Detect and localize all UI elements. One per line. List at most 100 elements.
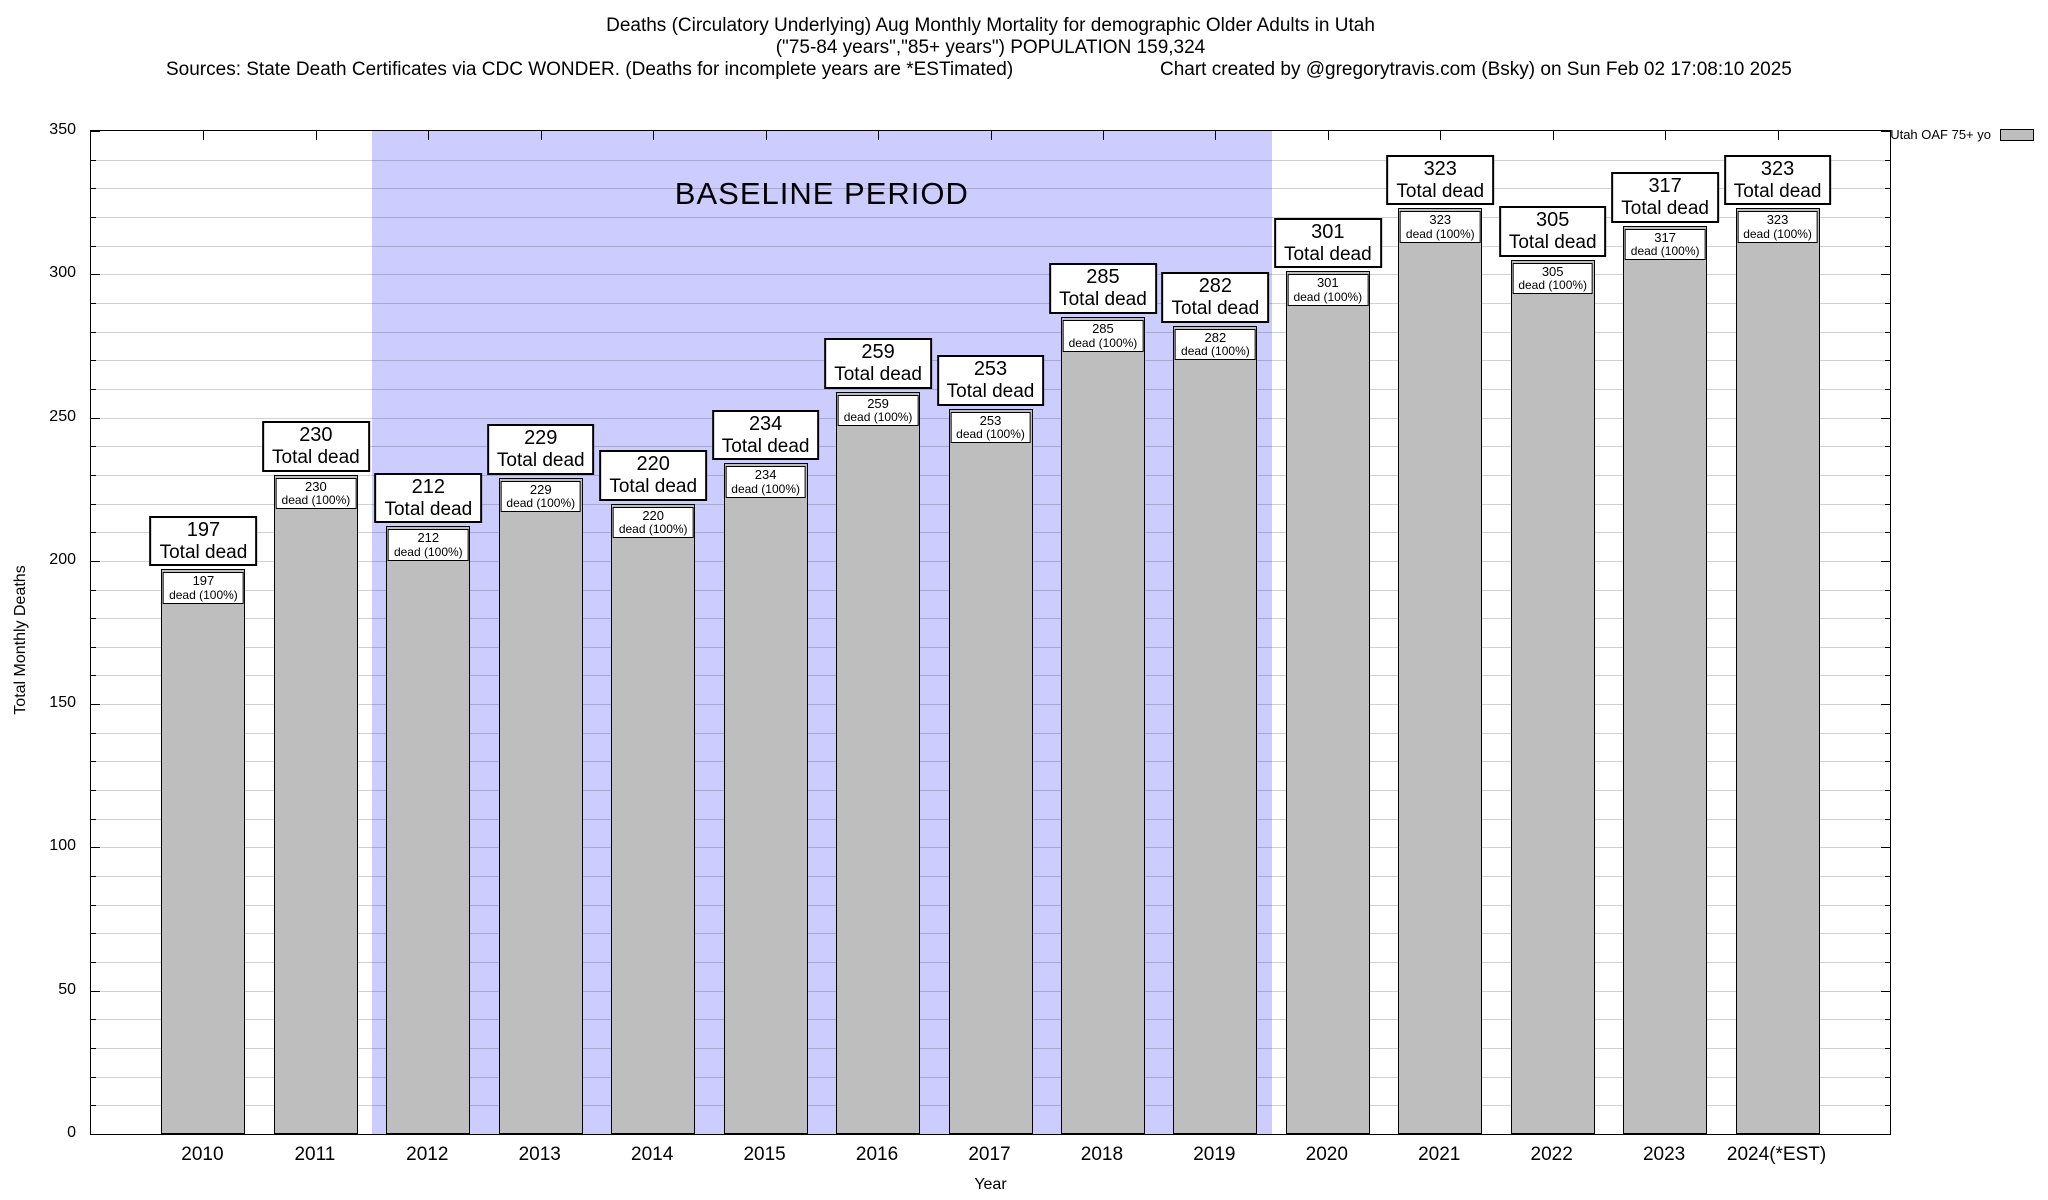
bar-sublabel-suffix: dead (100%) [169,587,238,602]
y-tick-label: 250 [49,407,76,425]
x-tick [1327,131,1329,140]
bar-sublabel-value: 212 [417,530,440,546]
bar-sublabel-suffix: dead (100%) [731,481,800,496]
bar-label-2022: 305 Total dead [1498,206,1607,257]
bar-sublabel-2016: 259 dead (100%) [837,394,919,427]
y-minor-tick [91,1076,96,1078]
x-tick-label-2011: 2011 [294,1144,336,1165]
gridline [91,274,1890,276]
y-minor-tick [91,618,96,620]
bar-sublabel-suffix: dead (100%) [1405,226,1475,241]
y-minor-tick [1885,732,1890,734]
x-tick [1777,131,1779,140]
bar-sublabel-2020: 301 dead (100%) [1287,274,1369,306]
legend: Utah OAF 75+ yo [1890,127,2034,142]
x-tick [765,131,767,140]
bar-sublabel-value: 197 [192,573,215,589]
y-tick [91,274,100,276]
bar-sublabel-2019: 282 dead (100%) [1175,328,1256,361]
x-tick-label-2015: 2015 [743,1144,786,1165]
bar-2013 [498,477,583,1134]
x-tick [203,131,205,140]
y-tick-label: 350 [49,121,76,138]
bar-sublabel-suffix: dead (100%) [281,493,351,508]
x-tick [653,131,655,140]
bar-label-suffix: Total dead [1283,243,1372,265]
y-minor-tick [91,360,96,362]
y-minor-tick [91,1105,96,1107]
x-tick [1440,131,1442,140]
bar-sublabel-value: 305 [1541,263,1564,279]
bar-sublabel-2022: 305 dead (100%) [1512,262,1594,295]
bar-sublabel-2015: 234 dead (100%) [725,466,806,498]
bar-label-2012: 212 Total dead [374,472,483,524]
bar-2011 [273,474,358,1134]
bar-2022 [1510,259,1595,1134]
bar-2015 [723,463,808,1134]
y-minor-tick [91,646,96,648]
x-tick [1215,131,1217,140]
y-minor-tick [1885,1048,1890,1050]
bar-2024(*EST) [1735,208,1820,1134]
y-tick [91,990,100,992]
x-tick [540,131,542,140]
x-tick-label-2010: 2010 [181,1144,224,1165]
y-minor-tick [91,962,96,964]
x-tick-label-2019: 2019 [1193,1144,1236,1165]
bar-label-suffix: Total dead [721,435,810,457]
y-minor-tick [91,589,96,591]
y-tick-label: 200 [49,550,76,568]
bar-sublabel-suffix: dead (100%) [1518,278,1588,293]
y-tick [91,847,100,849]
x-tick [1552,131,1554,140]
bar-label-suffix: Total dead [1059,289,1147,311]
y-minor-tick [1885,761,1890,763]
y-tick [1881,704,1890,706]
y-tick [91,704,100,706]
x-tick-label-2021: 2021 [1418,1144,1461,1165]
bar-label-2024(*EST): 323 Total dead [1723,154,1832,206]
bar-label-2020: 301 Total dead [1273,217,1382,269]
bar-label-suffix: Total dead [496,449,585,471]
bar-2017 [948,408,1033,1134]
y-tick-label: 100 [49,837,76,855]
y-tick [91,1134,100,1135]
bar-label-2016: 259 Total dead [824,337,932,389]
gridline [91,302,1890,304]
bar-2023 [1623,225,1708,1134]
bar-label-value: 323 [1760,157,1795,180]
bar-label-2018: 285 Total dead [1049,263,1157,315]
bar-sublabel-suffix: dead (100%) [1181,344,1250,359]
y-minor-tick [1885,245,1890,247]
y-minor-tick [91,675,96,677]
bar-sublabel-value: 323 [1429,212,1452,228]
y-tick [1881,560,1890,562]
bar-label-value: 301 [1311,220,1345,243]
y-minor-tick [1885,331,1890,333]
y-minor-tick [91,302,96,304]
y-minor-tick [91,245,96,247]
chart-credit: Chart created by @gregorytravis.com (Bsk… [1160,59,1792,80]
y-axis-title: Total Monthly Deaths [12,565,29,715]
bar-sublabel-2023: 317 dead (100%) [1624,228,1706,261]
y-minor-tick [91,732,96,734]
bar-label-value: 282 [1198,275,1233,298]
gridline [91,188,1890,190]
x-tick [1102,131,1104,140]
legend-label: Utah OAF 75+ yo [1890,127,1991,142]
bar-label-suffix: Total dead [384,498,473,520]
y-minor-tick [91,188,96,190]
bar-sublabel-2021: 323 dead (100%) [1399,211,1481,243]
y-minor-tick [91,159,96,161]
x-tick [428,131,430,140]
bar-label-value: 234 [748,412,783,435]
y-tick-label: 150 [49,694,76,712]
y-minor-tick [1885,302,1890,304]
y-minor-tick [91,904,96,906]
y-minor-tick [1885,446,1890,448]
plot-area: BASELINE PERIOD 197 Total dead 197 dead (100… [90,130,1891,1135]
bar-label-2019: 282 Total dead [1161,272,1270,323]
y-minor-tick [91,331,96,333]
y-minor-tick [91,1019,96,1021]
y-minor-tick [1885,503,1890,505]
